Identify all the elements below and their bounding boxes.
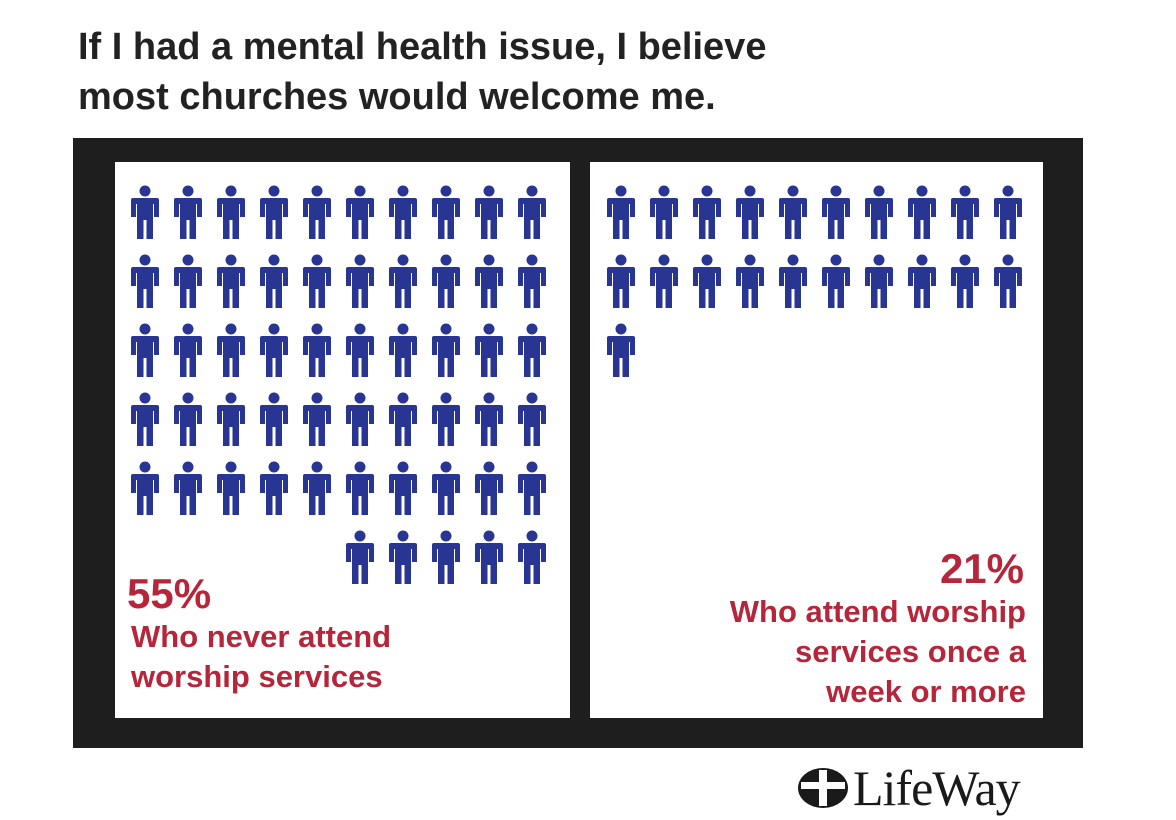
person-icon bbox=[432, 323, 460, 377]
panel-weekly-attend bbox=[590, 162, 1043, 718]
person-icon bbox=[822, 185, 850, 239]
icon-grid-weekly-attend bbox=[603, 185, 1026, 384]
description-line: worship services bbox=[131, 659, 383, 694]
person-icon bbox=[994, 254, 1022, 308]
person-icon bbox=[260, 392, 288, 446]
person-icon bbox=[174, 185, 202, 239]
person-icon bbox=[303, 185, 331, 239]
person-icon bbox=[260, 461, 288, 515]
person-icon bbox=[174, 392, 202, 446]
person-icon bbox=[736, 185, 764, 239]
lifeway-cross-icon bbox=[798, 768, 848, 808]
person-icon bbox=[174, 461, 202, 515]
description-line: services once a bbox=[795, 634, 1026, 669]
person-icon bbox=[518, 530, 546, 584]
person-icon bbox=[217, 461, 245, 515]
person-icon bbox=[174, 323, 202, 377]
person-icon bbox=[260, 323, 288, 377]
person-icon bbox=[779, 185, 807, 239]
person-icon bbox=[693, 185, 721, 239]
title-line-1: If I had a mental health issue, I believ… bbox=[78, 26, 767, 68]
person-icon bbox=[994, 185, 1022, 239]
icon-grid-never-attend bbox=[127, 185, 550, 591]
description-line: Who attend worship bbox=[729, 594, 1026, 629]
title-line-2: most churches would welcome me. bbox=[78, 76, 716, 118]
person-icon bbox=[518, 254, 546, 308]
person-icon bbox=[389, 392, 417, 446]
person-icon bbox=[260, 254, 288, 308]
person-icon bbox=[389, 530, 417, 584]
value-label-weekly-attend: 21% bbox=[939, 545, 1024, 592]
person-icon bbox=[518, 185, 546, 239]
person-icon bbox=[736, 254, 764, 308]
person-icon bbox=[303, 254, 331, 308]
person-icon bbox=[217, 254, 245, 308]
description-never-attend: Who never attend worship services bbox=[131, 617, 391, 697]
person-icon bbox=[346, 461, 374, 515]
person-icon bbox=[650, 185, 678, 239]
person-icon bbox=[475, 323, 503, 377]
person-icon bbox=[607, 323, 635, 377]
description-weekly-attend: Who attend worship services once a week … bbox=[730, 592, 1026, 712]
description-line: week or more bbox=[826, 674, 1026, 709]
person-icon bbox=[217, 392, 245, 446]
person-icon bbox=[607, 185, 635, 239]
person-icon bbox=[518, 323, 546, 377]
person-icon bbox=[475, 530, 503, 584]
person-icon bbox=[518, 392, 546, 446]
person-icon bbox=[346, 254, 374, 308]
person-icon bbox=[693, 254, 721, 308]
person-icon bbox=[779, 254, 807, 308]
person-icon bbox=[131, 323, 159, 377]
person-icon bbox=[951, 185, 979, 239]
person-icon bbox=[346, 530, 374, 584]
person-icon bbox=[174, 254, 202, 308]
person-icon bbox=[518, 461, 546, 515]
description-line: Who never attend bbox=[131, 619, 392, 654]
person-icon bbox=[389, 323, 417, 377]
person-icon bbox=[475, 254, 503, 308]
lifeway-logo: LifeWay bbox=[797, 760, 1021, 816]
person-icon bbox=[131, 254, 159, 308]
person-icon bbox=[951, 254, 979, 308]
person-icon bbox=[131, 185, 159, 239]
person-icon bbox=[475, 392, 503, 446]
person-icon bbox=[475, 461, 503, 515]
person-icon bbox=[389, 254, 417, 308]
chart-title: If I had a mental health issue, I believ… bbox=[78, 22, 1078, 122]
person-icon bbox=[432, 461, 460, 515]
person-icon bbox=[432, 185, 460, 239]
person-icon bbox=[908, 185, 936, 239]
person-icon bbox=[908, 254, 936, 308]
person-icon bbox=[303, 392, 331, 446]
logo-text: LifeWay bbox=[853, 760, 1021, 816]
person-icon bbox=[346, 392, 374, 446]
pictograph-svg bbox=[131, 185, 546, 584]
person-icon bbox=[650, 254, 678, 308]
person-icon bbox=[607, 254, 635, 308]
person-icon bbox=[432, 530, 460, 584]
person-icon bbox=[475, 185, 503, 239]
person-icon bbox=[303, 323, 331, 377]
person-icon bbox=[303, 461, 331, 515]
person-icon bbox=[346, 323, 374, 377]
person-icon bbox=[389, 185, 417, 239]
person-icon bbox=[346, 185, 374, 239]
pictograph-svg bbox=[607, 185, 1022, 377]
person-icon bbox=[432, 392, 460, 446]
person-icon bbox=[432, 254, 460, 308]
person-icon bbox=[260, 185, 288, 239]
person-icon bbox=[217, 185, 245, 239]
person-icon bbox=[865, 254, 893, 308]
person-icon bbox=[389, 461, 417, 515]
person-icon bbox=[131, 392, 159, 446]
value-label-never-attend: 55% bbox=[127, 570, 212, 617]
person-icon bbox=[822, 254, 850, 308]
person-icon bbox=[865, 185, 893, 239]
person-icon bbox=[131, 461, 159, 515]
person-icon bbox=[217, 323, 245, 377]
